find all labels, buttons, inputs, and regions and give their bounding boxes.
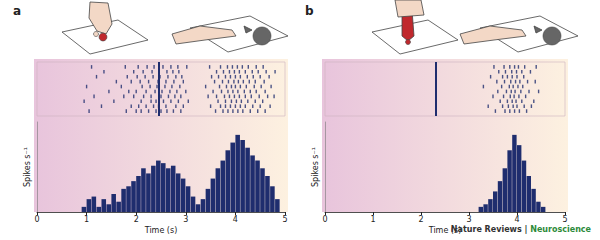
svg-text:1: 1 <box>84 215 89 224</box>
svg-text:4: 4 <box>514 215 519 224</box>
svg-text:4: 4 <box>233 215 238 224</box>
svg-text:Spikes s⁻¹: Spikes s⁻¹ <box>311 147 320 187</box>
svg-text:Nature Reviews |: Nature Reviews | <box>451 225 528 234</box>
svg-text:b: b <box>305 4 314 18</box>
svg-text:2: 2 <box>134 215 139 224</box>
svg-text:5: 5 <box>282 215 287 224</box>
svg-text:Spikes s⁻¹: Spikes s⁻¹ <box>23 147 32 187</box>
svg-text:5: 5 <box>562 215 567 224</box>
svg-text:Neuroscience: Neuroscience <box>530 225 591 234</box>
svg-text:1: 1 <box>370 215 375 224</box>
svg-text:0: 0 <box>34 215 39 224</box>
svg-text:Time (s): Time (s) <box>144 226 178 235</box>
svg-text:3: 3 <box>466 215 471 224</box>
svg-text:0: 0 <box>322 215 327 224</box>
svg-text:Time (s): Time (s) <box>428 225 462 235</box>
svg-text:3: 3 <box>183 215 188 224</box>
svg-text:a: a <box>13 4 21 18</box>
svg-text:2: 2 <box>418 215 423 224</box>
